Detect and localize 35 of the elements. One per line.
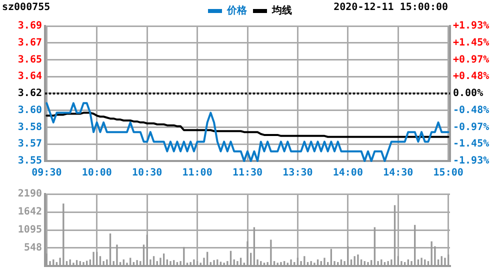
y-tick-label: 3.55 — [18, 156, 42, 167]
y-tick-label: 548 — [24, 242, 42, 254]
y-tick-label: 3.69 — [18, 20, 42, 32]
y-tick-label: 3.65 — [18, 54, 42, 66]
y2-tick-label: -0.97% — [453, 122, 490, 133]
x-tick-label: 13:30 — [282, 168, 313, 179]
x-tick-label: 09:30 — [32, 168, 62, 179]
y-tick-label: 3.67 — [18, 37, 42, 48]
y2-tick-label: -0.48% — [453, 104, 490, 116]
y-tick-label: 2190 — [18, 188, 42, 200]
legend-label: 价格 — [226, 4, 248, 17]
y2-tick-label: +0.97% — [453, 54, 490, 66]
y-tick-label: 1095 — [18, 224, 42, 236]
y2-tick-label: -1.45% — [453, 138, 490, 150]
y2-tick-label: 0.00% — [453, 88, 484, 100]
y2-tick-label: -1.93% — [453, 156, 490, 167]
y-tick-label: 3.62 — [18, 88, 42, 100]
x-tick-label: 15:00 — [433, 168, 464, 179]
y-tick-label: 3.60 — [18, 104, 42, 116]
x-tick-label: 14:00 — [332, 168, 363, 179]
y-tick-label: 3.58 — [18, 122, 42, 133]
x-tick-label: 14:30 — [383, 168, 414, 179]
x-tick-label: 10:00 — [82, 168, 112, 179]
x-tick-label: 10:30 — [132, 168, 162, 179]
y2-tick-label: +1.45% — [453, 37, 490, 48]
x-tick-label: 11:30 — [232, 168, 263, 179]
y2-tick-label: +1.93% — [453, 20, 490, 32]
y-tick-label: 1642 — [18, 206, 42, 218]
x-tick-label: 11:00 — [182, 168, 212, 179]
y2-tick-label: +0.48% — [453, 71, 490, 82]
chart-title: sz000755 — [2, 2, 50, 13]
chart-subtitle: 2020-12-11 15:00:00 — [334, 2, 448, 13]
y-tick-label: 3.57 — [18, 138, 42, 150]
legend-label: 均线 — [271, 4, 292, 17]
y-tick-label: 3.64 — [18, 71, 42, 82]
